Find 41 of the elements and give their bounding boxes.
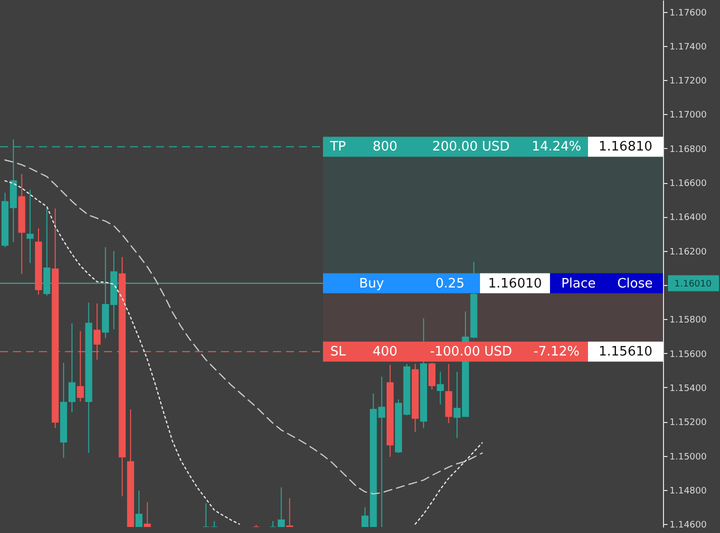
- annotation: 200.00 USD: [432, 140, 510, 155]
- annotation: 1.15610: [598, 344, 652, 360]
- y-tick-label: 1.14800: [670, 486, 707, 496]
- annotation: 1.16010: [488, 276, 542, 292]
- y-tick-label: 1.17000: [670, 110, 707, 121]
- candlestick: [286, 498, 294, 527]
- y-tick-label: 1.17400: [670, 42, 707, 52]
- y-tick-label: 1.15800: [670, 316, 707, 326]
- annotation: -7.12%: [534, 344, 580, 360]
- y-tick-label: 1.14600: [670, 520, 707, 531]
- candlestick: [135, 490, 142, 527]
- candlestick: [26, 189, 34, 264]
- y-tick-label: 1.16400: [670, 213, 707, 224]
- y-tick-label: 1.16600: [670, 179, 707, 190]
- y-tick-label: 1.15200: [670, 418, 707, 428]
- candlestick: [202, 502, 210, 527]
- annotation: Place: [561, 276, 596, 292]
- candlestick: [278, 486, 285, 527]
- y-tick-label: 1.15000: [670, 452, 707, 462]
- ref-line-label: 1.16010: [674, 279, 712, 290]
- annotation: Buy: [359, 276, 384, 292]
- annotation: 800: [372, 140, 398, 155]
- annotation: 1.16810: [598, 140, 652, 155]
- y-tick-label: 1.17200: [670, 76, 707, 87]
- y-tick-label: 1.15400: [670, 384, 707, 394]
- annotation: TP: [329, 140, 346, 155]
- annotation: SL: [330, 344, 346, 360]
- annotation: 400: [372, 344, 398, 360]
- annotation: 14.24%: [532, 140, 582, 155]
- candlestick: [144, 502, 151, 527]
- y-tick-label: 1.16800: [670, 144, 707, 155]
- candlestick: [269, 520, 276, 527]
- annotation: -100.00 USD: [430, 344, 512, 360]
- y-tick-label: 1.15600: [670, 350, 707, 360]
- candlestick: [436, 371, 444, 405]
- y-tick-label: 1.17600: [670, 8, 707, 18]
- y-tick-label: 1.16200: [670, 247, 707, 258]
- candlestick: [68, 322, 76, 413]
- annotation: Close: [617, 276, 653, 292]
- candlestick: [210, 520, 218, 527]
- annotation: 0.25: [436, 276, 464, 292]
